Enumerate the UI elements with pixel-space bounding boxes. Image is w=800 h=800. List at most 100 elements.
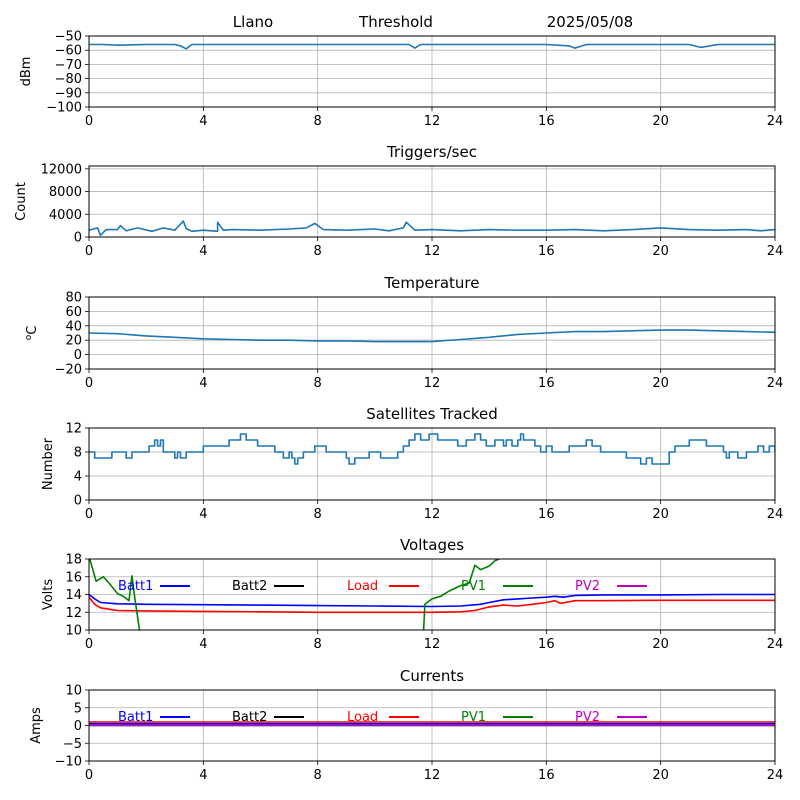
series-line-1 — [89, 329, 775, 343]
y-tick-label: 0 — [74, 719, 82, 734]
y-tick-label: 5 — [74, 701, 82, 716]
y-tick-label: 10 — [65, 684, 82, 699]
y-tick-label: −90 — [55, 86, 82, 101]
x-tick-label: 12 — [424, 768, 441, 783]
x-tick-label: 20 — [652, 114, 669, 129]
y-tick-label: −100 — [46, 101, 82, 116]
x-tick-label: 4 — [199, 768, 207, 783]
y-tick-label: −70 — [55, 58, 82, 73]
x-tick-label: 8 — [314, 376, 322, 391]
legend-label-batt2: Batt2 — [232, 710, 267, 725]
x-tick-label: 16 — [538, 244, 555, 259]
y-tick-label: 0 — [74, 494, 82, 509]
y-axis-label-unit: C — [25, 326, 40, 335]
y-tick-label: 4 — [74, 470, 82, 485]
y-tick-label: 0 — [74, 348, 82, 363]
x-tick-label: 24 — [767, 637, 784, 652]
x-tick-label: 8 — [314, 768, 322, 783]
y-axis-label: Volts — [41, 579, 56, 611]
y-tick-label: −60 — [55, 44, 82, 59]
x-tick-label: 4 — [199, 637, 207, 652]
y-tick-label: 8 — [74, 446, 82, 461]
series-line-load — [89, 596, 775, 614]
legend-label-batt1: Batt1 — [118, 710, 153, 725]
legend-label-batt1: Batt1 — [118, 579, 153, 594]
chart-panel-6: Batt1 Batt2 Load PV1 PV2 0 4 8 12 16 20 24 −10 −5 0 5 10… — [29, 667, 783, 783]
legend-label-load: Load — [347, 579, 378, 594]
x-tick-label: 20 — [652, 768, 669, 783]
x-tick-label: 0 — [85, 507, 93, 522]
x-tick-label: 24 — [767, 507, 784, 522]
y-tick-label: 18 — [65, 553, 82, 568]
y-tick-label: 12 — [65, 422, 82, 437]
y-tick-label: 10 — [65, 624, 82, 639]
y-tick-label: −5 — [63, 737, 82, 752]
x-tick-label: 12 — [424, 376, 441, 391]
y-tick-label: −80 — [55, 72, 82, 87]
y-tick-label: −20 — [55, 363, 82, 378]
figure-header: Llano Threshold 2025/05/08 — [233, 13, 633, 31]
x-tick-label: 12 — [424, 507, 441, 522]
x-tick-label: 8 — [314, 114, 322, 129]
x-tick-label: 0 — [85, 768, 93, 783]
x-tick-label: 16 — [538, 114, 555, 129]
x-tick-label: 8 — [314, 507, 322, 522]
y-tick-label: 12 — [65, 606, 82, 621]
series-line-1 — [89, 220, 775, 237]
y-tick-label: 8000 — [49, 185, 82, 200]
header-site: Llano — [233, 13, 273, 31]
x-tick-label: 0 — [85, 244, 93, 259]
y-tick-label: 12000 — [41, 162, 82, 177]
header-mode: Threshold — [358, 13, 433, 31]
y-tick-label: −50 — [55, 30, 82, 45]
x-tick-label: 0 — [85, 114, 93, 129]
series-line-1 — [89, 433, 775, 465]
x-tick-label: 16 — [538, 376, 555, 391]
chart-panel-4: 0 4 8 12 16 20 24 0 4 8 12 Satellites Tracked Number — [41, 405, 783, 522]
x-tick-label: 20 — [652, 244, 669, 259]
x-tick-label: 16 — [538, 768, 555, 783]
chart-title: Temperature — [383, 274, 479, 292]
y-tick-label: 0 — [74, 231, 82, 246]
x-tick-label: 24 — [767, 768, 784, 783]
chart-title: Satellites Tracked — [366, 405, 497, 423]
x-tick-label: 16 — [538, 637, 555, 652]
legend-label-pv1: PV1 — [461, 579, 486, 594]
x-tick-label: 24 — [767, 244, 784, 259]
x-tick-label: 12 — [424, 114, 441, 129]
legend-label-load: Load — [347, 710, 378, 725]
y-axis-label: dBm — [19, 57, 34, 87]
y-axis-label-degree: o — [24, 334, 34, 340]
x-tick-label: 20 — [652, 637, 669, 652]
x-tick-label: 12 — [424, 244, 441, 259]
x-tick-label: 12 — [424, 637, 441, 652]
y-axis-label: Count — [14, 182, 29, 221]
series-line-batt1 — [89, 593, 775, 608]
legend-label-pv2: PV2 — [575, 710, 600, 725]
x-tick-label: 24 — [767, 376, 784, 391]
y-axis-label: oC — [24, 326, 40, 341]
chart-title: Triggers/sec — [386, 143, 477, 161]
legend-label-batt2: Batt2 — [232, 579, 267, 594]
series-line-pv1 — [89, 559, 502, 630]
y-tick-label: 60 — [65, 305, 82, 320]
legend-label-pv1: PV1 — [461, 710, 486, 725]
x-tick-label: 20 — [652, 376, 669, 391]
x-tick-label: 20 — [652, 507, 669, 522]
x-tick-label: 24 — [767, 114, 784, 129]
chart-panel-5: Batt1 Batt2 Load PV1 PV2 0 4 8 12 16 20 24 10 12 14 16 1… — [41, 536, 783, 652]
x-tick-label: 8 — [314, 637, 322, 652]
x-tick-label: 4 — [199, 114, 207, 129]
y-tick-label: 14 — [65, 588, 82, 603]
chart-title: Voltages — [400, 536, 464, 554]
y-tick-label: 40 — [65, 319, 82, 334]
x-tick-label: 4 — [199, 507, 207, 522]
header-date: 2025/05/08 — [547, 13, 633, 31]
y-axis-label: Amps — [29, 707, 44, 744]
chart-panel-2: 0 4 8 12 16 20 24 0 4000 8000 12000 Triggers/sec Cou… — [14, 143, 783, 259]
y-tick-label: 4000 — [49, 208, 82, 223]
legend-label-pv2: PV2 — [575, 579, 600, 594]
